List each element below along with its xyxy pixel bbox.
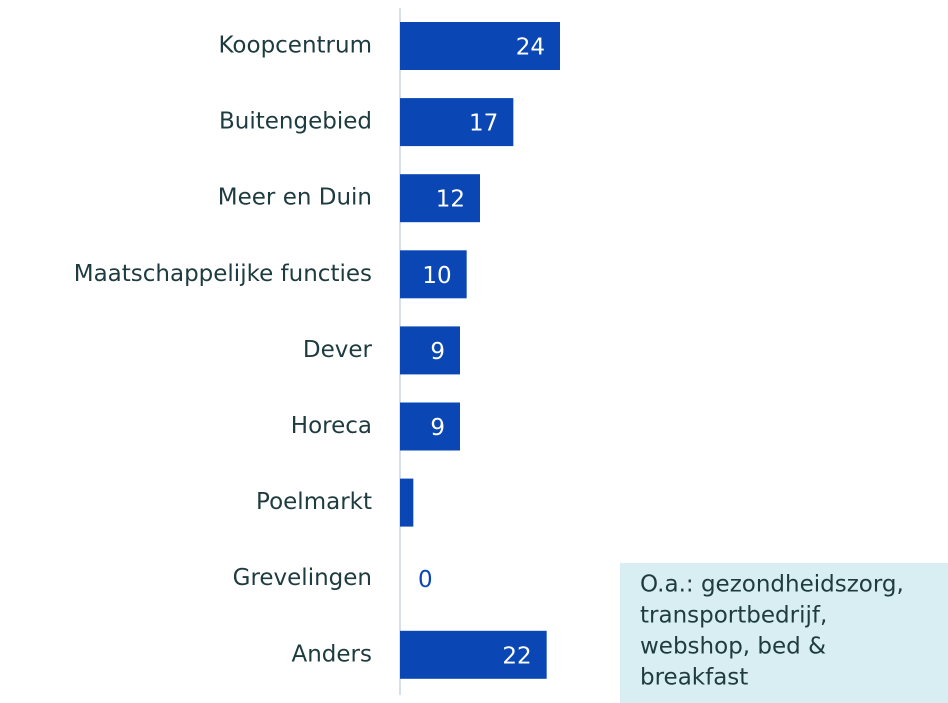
- category-label: Koopcentrum: [218, 33, 372, 59]
- bar: [400, 402, 460, 451]
- bar: [400, 174, 480, 223]
- category-label: Buitengebied: [219, 109, 372, 135]
- category-label: Maatschappelijke functies: [74, 261, 372, 287]
- annotation-text: webshop, bed &: [640, 634, 826, 660]
- category-label: Meer en Duin: [218, 185, 372, 211]
- category-label: Anders: [292, 641, 373, 667]
- bar: [400, 98, 514, 147]
- bar: [400, 250, 467, 299]
- value-label: 9: [430, 415, 445, 441]
- value-label: 10: [422, 263, 451, 289]
- value-label: 9: [430, 339, 445, 365]
- value-label: 17: [469, 111, 498, 137]
- category-label: Grevelingen: [233, 565, 372, 591]
- category-label: Dever: [303, 337, 373, 363]
- bar: [400, 630, 547, 679]
- value-label: 24: [516, 35, 545, 61]
- annotation-text: O.a.: gezondheidszorg,: [640, 572, 904, 598]
- annotation-text: transportbedrijf,: [640, 603, 827, 629]
- annotation-text: breakfast: [640, 665, 748, 691]
- bar: [400, 478, 414, 527]
- bar: [400, 326, 460, 375]
- category-label: Horeca: [291, 413, 372, 439]
- bar: [400, 22, 560, 70]
- value-label: 0: [418, 567, 433, 593]
- category-label: Poelmarkt: [256, 489, 372, 515]
- annotation-box: [620, 563, 948, 703]
- value-label: 22: [502, 643, 531, 669]
- value-label: 12: [436, 187, 465, 213]
